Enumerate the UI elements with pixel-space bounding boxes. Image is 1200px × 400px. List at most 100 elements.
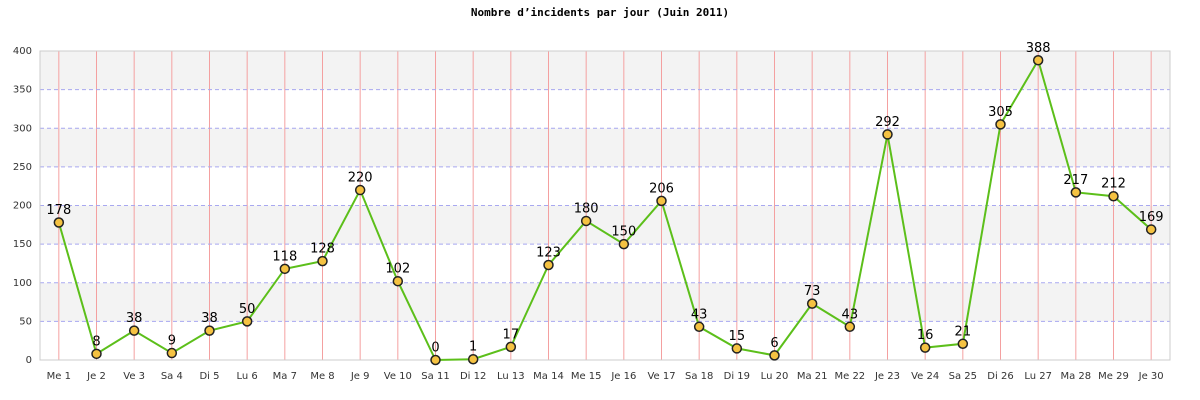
y-tick-label: 350 xyxy=(13,85,32,96)
plot-band xyxy=(40,51,1170,90)
data-label: 6 xyxy=(770,336,778,351)
plot-band xyxy=(40,321,1170,360)
data-label: 292 xyxy=(875,115,900,130)
x-tick-label: Ma 21 xyxy=(797,371,828,382)
data-point xyxy=(354,184,366,196)
data-point xyxy=(844,321,856,333)
data-label: 206 xyxy=(649,181,674,196)
data-point xyxy=(693,321,705,333)
data-point xyxy=(317,255,328,267)
data-label: 8 xyxy=(92,334,100,349)
data-point xyxy=(618,238,630,250)
plot-frame xyxy=(39,50,1171,361)
data-point xyxy=(957,338,969,350)
data-point xyxy=(882,129,893,140)
x-tick-label: Me 22 xyxy=(834,371,865,382)
data-point xyxy=(580,215,592,227)
data-point xyxy=(919,342,931,353)
data-label: 178 xyxy=(46,203,71,218)
y-tick-label: 50 xyxy=(19,316,32,327)
x-tick-label: Di 5 xyxy=(199,371,219,382)
data-label: 43 xyxy=(842,307,859,322)
x-tick-label: Me 15 xyxy=(571,371,602,382)
x-tick-label: Je 16 xyxy=(610,371,636,382)
data-point xyxy=(1032,55,1044,66)
data-point xyxy=(543,259,554,271)
data-point xyxy=(128,325,140,336)
data-label: 388 xyxy=(1026,41,1051,56)
data-label: 43 xyxy=(691,307,708,322)
data-label: 21 xyxy=(955,324,972,339)
y-tick-label: 0 xyxy=(26,355,32,366)
data-label: 180 xyxy=(574,201,599,216)
data-label: 38 xyxy=(126,311,143,326)
x-tick-label: Ve 24 xyxy=(911,371,939,382)
data-label: 118 xyxy=(272,249,297,264)
x-tick-label: Lu 27 xyxy=(1024,371,1052,382)
data-point xyxy=(995,119,1006,130)
data-point xyxy=(430,354,441,366)
data-point xyxy=(53,217,65,228)
data-point xyxy=(279,263,291,275)
x-tick-label: Ve 3 xyxy=(123,371,145,382)
x-tick-label: Ma 7 xyxy=(273,371,297,382)
x-tick-label: Sa 18 xyxy=(685,371,713,382)
data-point xyxy=(204,325,215,336)
data-point xyxy=(1070,187,1082,198)
x-tick-label: Je 23 xyxy=(874,371,900,382)
data-point xyxy=(806,298,818,309)
plot-band xyxy=(40,282,1170,322)
data-point xyxy=(1145,224,1157,235)
data-line xyxy=(57,57,1152,362)
y-tick-label: 150 xyxy=(13,239,32,250)
x-tick-label: Sa 25 xyxy=(949,371,977,382)
data-point xyxy=(769,350,780,361)
data-label: 123 xyxy=(536,245,561,260)
data-point xyxy=(166,347,178,359)
x-tick-label: Di 26 xyxy=(987,371,1013,382)
data-label: 128 xyxy=(310,242,335,257)
plot-band xyxy=(40,89,1170,129)
x-tick-label: Sa 4 xyxy=(161,371,183,382)
data-point xyxy=(467,353,479,365)
x-tick-label: Je 2 xyxy=(86,371,106,382)
plot-band xyxy=(40,128,1170,167)
y-tick-label: 100 xyxy=(13,278,32,289)
x-tick-label: Di 12 xyxy=(460,371,486,382)
x-tick-label: Je 9 xyxy=(350,371,370,382)
data-point xyxy=(241,316,253,327)
x-tick-label: Lu 20 xyxy=(761,371,789,382)
x-tick-label: Sa 11 xyxy=(421,371,449,382)
data-label: 15 xyxy=(729,329,746,344)
x-tick-label: Me 8 xyxy=(310,371,334,382)
x-tick-label: Me 1 xyxy=(47,371,71,382)
data-label: 9 xyxy=(168,334,176,349)
data-label: 150 xyxy=(611,225,636,240)
data-label: 305 xyxy=(988,105,1013,120)
data-label: 50 xyxy=(239,302,256,317)
data-label: 1 xyxy=(469,340,477,355)
x-tick-label: Lu 6 xyxy=(237,371,258,382)
data-label: 220 xyxy=(348,171,373,186)
x-tick-label: Me 29 xyxy=(1098,371,1129,382)
y-tick-label: 300 xyxy=(13,123,32,134)
x-tick-label: Ma 14 xyxy=(533,371,564,382)
data-label: 73 xyxy=(804,284,821,299)
data-label: 102 xyxy=(385,262,410,277)
x-tick-label: Lu 13 xyxy=(497,371,525,382)
x-tick-label: Ma 28 xyxy=(1060,371,1091,382)
plot-band xyxy=(40,244,1170,283)
data-label: 16 xyxy=(917,328,934,343)
x-tick-label: Ve 17 xyxy=(647,371,675,382)
x-tick-label: Di 19 xyxy=(724,371,750,382)
data-label: 212 xyxy=(1101,177,1126,192)
y-tick-label: 200 xyxy=(13,201,32,212)
x-tick-label: Ve 10 xyxy=(384,371,412,382)
chart-title: Nombre d’incidents par jour (Juin 2011) xyxy=(471,6,729,19)
data-point xyxy=(731,343,743,354)
y-tick-label: 250 xyxy=(13,162,32,173)
data-point xyxy=(1108,190,1119,202)
data-point xyxy=(91,348,102,360)
data-label: 17 xyxy=(503,327,520,342)
